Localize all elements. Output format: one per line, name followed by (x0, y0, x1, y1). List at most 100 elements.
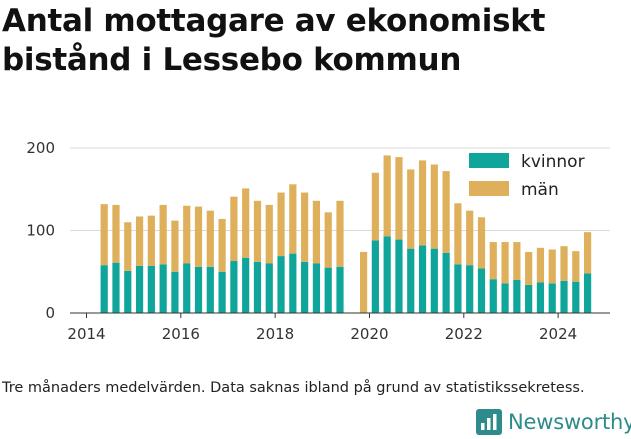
axes: 0 100 200 2014 2016 2018 2020 2022 2024 (26, 139, 610, 343)
bar-man (159, 204, 167, 265)
x-tick-label: 2018 (256, 325, 294, 343)
bar-kvinnor (253, 261, 262, 313)
bar-kvinnor (477, 268, 486, 313)
bar-man (277, 192, 285, 257)
x-tick-label: 2024 (539, 325, 577, 343)
bar-kvinnor (430, 248, 438, 313)
bar-kvinnor (418, 245, 427, 313)
bar-man (430, 164, 438, 249)
bar-man (383, 155, 391, 237)
newsworthy-chart-logo-icon (476, 409, 502, 435)
bar-kvinnor (242, 257, 250, 313)
bar-kvinnor (560, 280, 568, 313)
bar-man (242, 188, 250, 258)
bar-man (442, 171, 450, 253)
bar-kvinnor (583, 273, 592, 313)
x-tick-label: 2020 (350, 325, 388, 343)
bar-kvinnor (572, 281, 580, 313)
bar-kvinnor (277, 256, 285, 313)
bar-kvinnor (135, 265, 144, 313)
bar-man (454, 203, 462, 265)
bar-kvinnor (206, 266, 214, 313)
bar-man (171, 220, 179, 272)
bar-kvinnor (124, 270, 132, 313)
bar-kvinnor (489, 279, 497, 313)
bar-man (513, 242, 521, 280)
bar-kvinnor (301, 261, 309, 313)
bar-man (548, 249, 556, 284)
bar-kvinnor (548, 283, 556, 313)
bar-kvinnor (466, 265, 474, 313)
bar-man (371, 172, 379, 241)
bar-man (359, 251, 368, 313)
bar-man (100, 204, 108, 266)
bar-kvinnor (230, 261, 238, 313)
brand-logo[interactable]: Newsworthy (476, 407, 631, 437)
y-tick-label: 100 (26, 222, 55, 240)
legend: kvinnor män (469, 152, 585, 200)
legend-label: män (521, 180, 559, 200)
bar-man (560, 246, 568, 281)
bar-kvinnor (536, 282, 545, 313)
bar-kvinnor (501, 283, 509, 313)
bar-kvinnor (324, 267, 332, 313)
bar-man (395, 157, 403, 240)
bar-kvinnor (513, 280, 521, 313)
bar-man (525, 251, 533, 285)
bar-kvinnor (442, 252, 450, 313)
bar-man (489, 242, 497, 280)
chart-title: Antal mottagare av ekonomiskt bistånd i … (2, 3, 546, 78)
bar-man (477, 217, 486, 269)
bar-kvinnor (371, 240, 379, 313)
bar-kvinnor (218, 271, 226, 313)
bar-man (536, 247, 545, 283)
bar-kvinnor (194, 266, 203, 313)
bar-man (501, 242, 509, 284)
bar-man (135, 216, 144, 266)
bar-kvinnor (289, 253, 297, 313)
bar-man (112, 204, 120, 263)
bar-man (324, 212, 332, 268)
bar-kvinnor (407, 248, 415, 313)
bar-kvinnor (147, 265, 155, 313)
bar-kvinnor (312, 263, 321, 313)
bar-man (418, 160, 427, 246)
legend-label: kvinnor (521, 152, 585, 172)
brand-name: Newsworthy (508, 410, 631, 434)
bar-kvinnor (171, 271, 179, 313)
y-tick-label: 0 (45, 304, 55, 322)
bars (100, 155, 592, 313)
bar-kvinnor (336, 266, 344, 313)
bar-kvinnor (100, 265, 108, 313)
bar-man (124, 222, 132, 271)
bar-kvinnor (395, 239, 403, 313)
bar-kvinnor (265, 263, 273, 313)
bar-man (289, 184, 297, 254)
chart-area: 0 100 200 2014 2016 2018 2020 2022 2024 kvinnor m… (26, 139, 610, 343)
footnote: Tre månaders medelvärden. Data saknas ib… (2, 380, 585, 396)
bar-man (253, 200, 262, 262)
bar-man (407, 169, 415, 249)
y-tick-label: 200 (26, 139, 55, 157)
bar-kvinnor (159, 264, 167, 313)
bar-man (466, 210, 474, 266)
x-tick-label: 2016 (162, 325, 200, 343)
bar-kvinnor (525, 284, 533, 313)
bar-kvinnor (183, 263, 191, 313)
bar-man (230, 196, 238, 262)
legend-swatch (469, 181, 509, 196)
x-tick-label: 2022 (445, 325, 483, 343)
bar-man (218, 218, 226, 272)
x-tick-label: 2014 (67, 325, 105, 343)
bar-man (265, 204, 273, 264)
bar-kvinnor (383, 236, 391, 313)
bar-man (206, 210, 214, 267)
bar-man (183, 205, 191, 264)
bar-man (147, 215, 155, 266)
bar-man (194, 206, 203, 267)
bar-kvinnor (454, 264, 462, 313)
bar-man (572, 251, 580, 282)
bar-kvinnor (112, 262, 120, 313)
bar-man (312, 200, 321, 264)
bar-man (301, 192, 309, 262)
